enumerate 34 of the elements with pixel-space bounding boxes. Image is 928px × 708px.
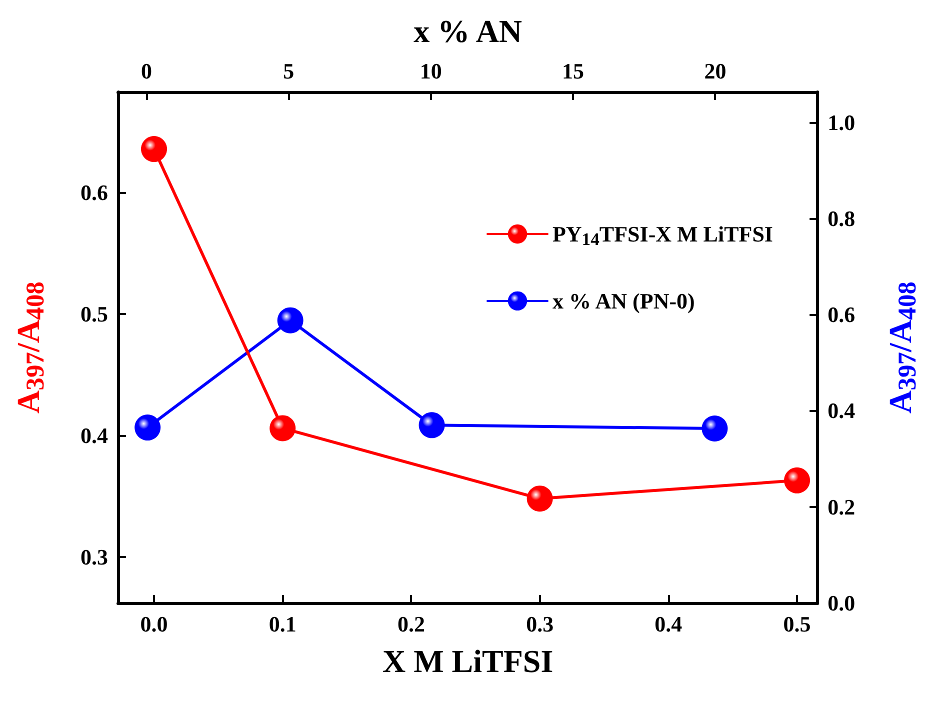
x2-tick-label: 15 xyxy=(562,58,584,84)
x2-axis-title: x % AN xyxy=(414,13,522,49)
y2-tick-label: 0.8 xyxy=(828,206,856,231)
point xyxy=(141,136,168,162)
y-tick-label: 0.4 xyxy=(80,423,108,448)
x2-tick-label: 5 xyxy=(283,58,294,84)
x2-tick-label: 20 xyxy=(704,58,726,84)
legend-label: x % AN (PN-0) xyxy=(552,288,695,314)
point xyxy=(526,486,553,512)
point xyxy=(134,414,161,441)
x-axis-title: X M LiTFSI xyxy=(382,643,554,679)
x-tick-label: 0.4 xyxy=(654,612,682,636)
point xyxy=(418,412,445,438)
y2-tick-label: 1.0 xyxy=(828,110,856,135)
x-tick-label: 0.0 xyxy=(140,612,168,636)
y-tick-label: 0.6 xyxy=(80,180,108,206)
y-axis-title: A397/A408 xyxy=(10,282,50,414)
y2-tick-label: 0.0 xyxy=(828,590,856,616)
x-tick-label: 0.2 xyxy=(397,612,425,636)
y2-tick-label: 0.4 xyxy=(828,398,856,424)
point xyxy=(702,416,728,442)
x2-tick-label: 10 xyxy=(420,58,442,84)
y-tick-label: 0.3 xyxy=(80,544,108,570)
x-tick-label: 0.3 xyxy=(526,612,554,636)
point xyxy=(270,415,296,442)
point xyxy=(277,307,304,334)
x-tick-label: 0.5 xyxy=(783,612,811,636)
y2-tick-label: 0.2 xyxy=(828,494,856,520)
y2-tick-label: 0.6 xyxy=(828,302,856,328)
x-tick-label: 0.1 xyxy=(268,612,296,636)
y2-axis-title: A397/A408 xyxy=(882,282,922,414)
x2-tick-label: 0 xyxy=(140,58,152,84)
y-tick-label: 0.5 xyxy=(80,302,108,327)
point xyxy=(784,467,810,494)
